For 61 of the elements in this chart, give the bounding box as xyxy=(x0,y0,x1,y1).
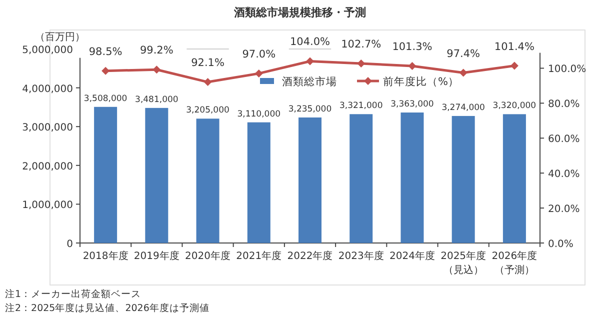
y2-tick-label: 80.0% xyxy=(548,99,580,110)
x-tick-label: 2026年度（予測） xyxy=(490,250,538,278)
y2-tick-label: 100.0% xyxy=(548,64,586,76)
bar xyxy=(196,118,220,243)
data-label: 97.0% xyxy=(242,48,276,60)
x-tick-label: 2023年度 xyxy=(337,250,385,264)
data-label: 102.7% xyxy=(341,38,382,51)
y-tick-label: 0 xyxy=(66,239,73,250)
y2-tick-label: 60.0% xyxy=(548,134,580,146)
legend-label: 酒類総市場 xyxy=(282,75,337,88)
bar xyxy=(145,108,168,243)
y-tick-label: 5,000,000 xyxy=(22,45,73,56)
x-tick-label: 2018年度 xyxy=(82,250,130,264)
data-label: 3,235,000 xyxy=(288,104,332,114)
bar xyxy=(452,116,475,243)
x-tick-label: 2020年度 xyxy=(184,250,232,264)
point xyxy=(204,78,212,86)
point xyxy=(459,68,468,77)
bar xyxy=(298,117,322,243)
data-label: 3,274,000 xyxy=(442,102,485,113)
bar xyxy=(247,122,270,243)
data-label: 92.1% xyxy=(191,57,224,70)
bar xyxy=(502,114,526,243)
point xyxy=(510,62,518,70)
y-tick-label: 2,000,000 xyxy=(22,161,73,172)
y2-tick-label: 40.0% xyxy=(548,169,580,180)
x-tick-label: 2025年度（見込） xyxy=(440,250,488,278)
data-label: 101.3% xyxy=(392,40,432,53)
point xyxy=(306,57,314,66)
bar xyxy=(400,112,424,243)
data-label: 3,321,000 xyxy=(339,101,383,112)
data-label: 97.4% xyxy=(446,48,480,60)
point xyxy=(408,62,416,70)
bar xyxy=(94,106,118,243)
data-label: 104.0% xyxy=(290,36,330,48)
data-label: 98.5% xyxy=(88,46,122,58)
y-tick-label: 3,000,000 xyxy=(22,122,73,134)
x-tick-label: 2022年度 xyxy=(286,250,334,264)
data-label: 3,481,000 xyxy=(135,94,178,105)
data-label: 3,508,000 xyxy=(84,94,128,104)
data-label: 3,205,000 xyxy=(186,106,230,116)
data-label: 3,363,000 xyxy=(390,100,434,110)
y-tick-label: 4,000,000 xyxy=(22,84,73,95)
chart-title: 酒類総市場規模推移・予測 xyxy=(233,6,366,19)
y2-tick-label: 20.0% xyxy=(548,204,580,216)
point xyxy=(152,66,161,74)
text: 注1：メーカー出荷金額ベース xyxy=(5,288,142,300)
data-label: 99.2% xyxy=(140,44,174,57)
text: 注2：2025年度は見込値、2026年度は予測値 xyxy=(5,302,210,314)
x-tick-label: 2024年度 xyxy=(388,250,436,264)
point xyxy=(254,69,263,78)
y2-tick-label: 0.0% xyxy=(548,239,574,250)
bar xyxy=(350,114,373,243)
data-label: 3,110,000 xyxy=(237,109,281,120)
x-tick-label: 2021年度 xyxy=(235,250,283,264)
x-tick-label: 2019年度 xyxy=(132,250,180,264)
data-label: 3,320,000 xyxy=(492,101,536,112)
data-label: 101.4% xyxy=(494,40,534,53)
y-tick-label: 1,000,000 xyxy=(22,200,73,212)
legend-label: 前年度比（%） xyxy=(383,75,459,88)
y-axis-title: （百万円） xyxy=(35,32,85,43)
